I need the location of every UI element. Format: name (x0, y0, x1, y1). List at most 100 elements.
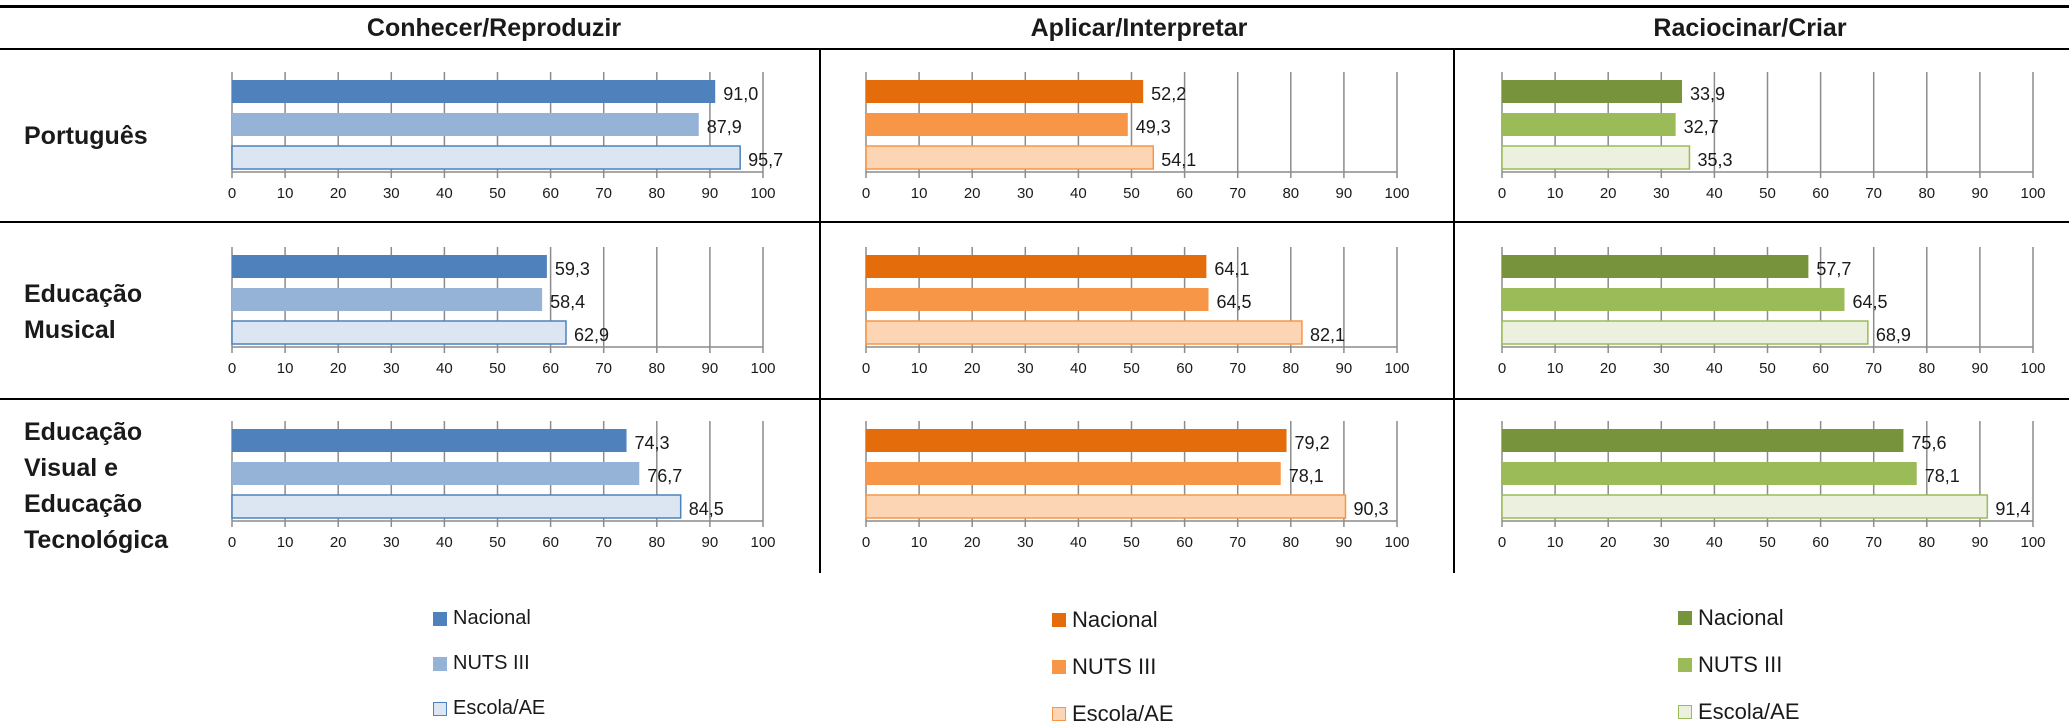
legend-swatch-nuts (1052, 660, 1066, 674)
bar-value-label: 95,7 (748, 150, 783, 170)
legend-item-escola: Escola/AE (1052, 701, 1174, 727)
x-tick-label: 0 (1498, 360, 1506, 377)
legend-swatch-nacional (1678, 611, 1692, 625)
column-divider-2 (1453, 48, 1455, 573)
x-tick-label: 90 (702, 185, 719, 202)
x-tick-label: 10 (277, 185, 294, 202)
bar-nacional (866, 429, 1287, 452)
x-tick-label: 100 (1384, 534, 1409, 551)
bar-nuts-iii (232, 113, 699, 136)
bar-value-label: 57,7 (1816, 259, 1851, 279)
x-tick-label: 70 (1865, 185, 1882, 202)
legend-swatch-nuts (1678, 658, 1692, 672)
bar-nuts-iii (232, 288, 543, 311)
bar-value-label: 87,9 (707, 117, 742, 137)
bar-nacional (232, 255, 547, 278)
x-tick-label: 10 (1547, 360, 1564, 377)
x-tick-label: 100 (750, 360, 775, 377)
x-tick-label: 80 (1918, 534, 1935, 551)
legend-item-nacional: Nacional (1678, 605, 1784, 631)
x-tick-label: 70 (595, 360, 612, 377)
x-tick-label: 20 (1600, 534, 1617, 551)
bar-nuts-iii (866, 462, 1281, 485)
x-tick-label: 60 (1176, 185, 1193, 202)
legend-swatch-nacional (433, 611, 447, 626)
bar-escola-ae (865, 320, 1303, 345)
bar-nuts-iii (1502, 113, 1676, 136)
bar-value-label: 75,6 (1911, 433, 1946, 453)
bar-value-label: 58,4 (550, 292, 585, 312)
bar-value-label: 79,2 (1295, 433, 1330, 453)
x-tick-label: 80 (1282, 185, 1299, 202)
x-tick-label: 90 (702, 360, 719, 377)
x-tick-label: 30 (1653, 534, 1670, 551)
bar-value-label: 82,1 (1310, 325, 1345, 345)
x-tick-label: 40 (1070, 185, 1087, 202)
legend-item-escola: Escola/AE (1678, 699, 1800, 725)
column-title-aplicar: Aplicar/Interpretar (1030, 14, 1248, 42)
x-tick-label: 40 (1070, 534, 1087, 551)
bar-value-label: 49,3 (1136, 117, 1171, 137)
bar-value-label: 35,3 (1697, 150, 1732, 170)
legend-label: Escola/AE (1072, 701, 1174, 726)
x-tick-label: 10 (277, 534, 294, 551)
legend-item-escola: Escola/AE (433, 697, 545, 720)
bar-value-label: 74,3 (635, 433, 670, 453)
x-tick-label: 60 (542, 185, 559, 202)
column-title-raciocinar: Raciocinar/Criar (1653, 14, 1847, 42)
x-tick-label: 0 (1498, 534, 1506, 551)
legend-label: NUTS III (1072, 654, 1157, 679)
bar-nuts-iii (1502, 462, 1917, 485)
legend-swatch-nacional (1052, 613, 1066, 627)
bar-nacional (1502, 429, 1904, 452)
bar-value-label: 33,9 (1690, 84, 1725, 104)
bar-escola-ae (1501, 320, 1869, 345)
x-tick-label: 0 (862, 185, 870, 202)
x-tick-label: 90 (1336, 534, 1353, 551)
x-tick-label: 0 (1498, 185, 1506, 202)
legend-item-nacional: Nacional (433, 607, 531, 630)
column-divider-1 (819, 48, 821, 573)
legend-label: NUTS III (453, 652, 530, 674)
x-tick-label: 50 (1759, 185, 1776, 202)
x-tick-label: 90 (1972, 185, 1989, 202)
bar-value-label: 52,2 (1151, 84, 1186, 104)
x-tick-label: 20 (964, 360, 981, 377)
x-tick-label: 0 (862, 360, 870, 377)
bar-value-label: 62,9 (574, 325, 609, 345)
x-tick-label: 0 (862, 534, 870, 551)
legend-label: Nacional (1698, 605, 1784, 630)
x-tick-label: 80 (1918, 360, 1935, 377)
x-tick-label: 70 (595, 185, 612, 202)
x-tick-label: 80 (648, 534, 665, 551)
row-divider-1 (0, 221, 2069, 223)
x-tick-label: 90 (702, 534, 719, 551)
bar-nuts-iii (1502, 288, 1845, 311)
bar-nacional (866, 255, 1207, 278)
x-tick-label: 60 (1812, 185, 1829, 202)
x-tick-label: 90 (1972, 360, 1989, 377)
x-tick-label: 30 (1017, 185, 1034, 202)
x-tick-label: 50 (1123, 534, 1140, 551)
row-title-educacao-visual: Educação Visual e Educação Tecnológica (24, 418, 169, 554)
x-tick-label: 50 (1759, 534, 1776, 551)
x-tick-label: 0 (228, 360, 236, 377)
x-tick-label: 100 (2020, 185, 2045, 202)
x-tick-label: 30 (383, 534, 400, 551)
x-tick-label: 70 (1865, 360, 1882, 377)
x-tick-label: 60 (1812, 360, 1829, 377)
x-tick-label: 50 (1123, 185, 1140, 202)
legend-item-nuts: NUTS III (1678, 652, 1782, 678)
x-tick-label: 100 (750, 534, 775, 551)
x-tick-label: 100 (1384, 360, 1409, 377)
x-tick-label: 40 (1706, 185, 1723, 202)
x-tick-label: 80 (648, 360, 665, 377)
x-tick-label: 50 (489, 360, 506, 377)
x-tick-label: 30 (1017, 360, 1034, 377)
bar-value-label: 91,0 (723, 84, 758, 104)
bar-value-label: 91,4 (1995, 499, 2030, 519)
x-tick-label: 60 (542, 534, 559, 551)
legend-swatch-nuts (433, 656, 447, 671)
